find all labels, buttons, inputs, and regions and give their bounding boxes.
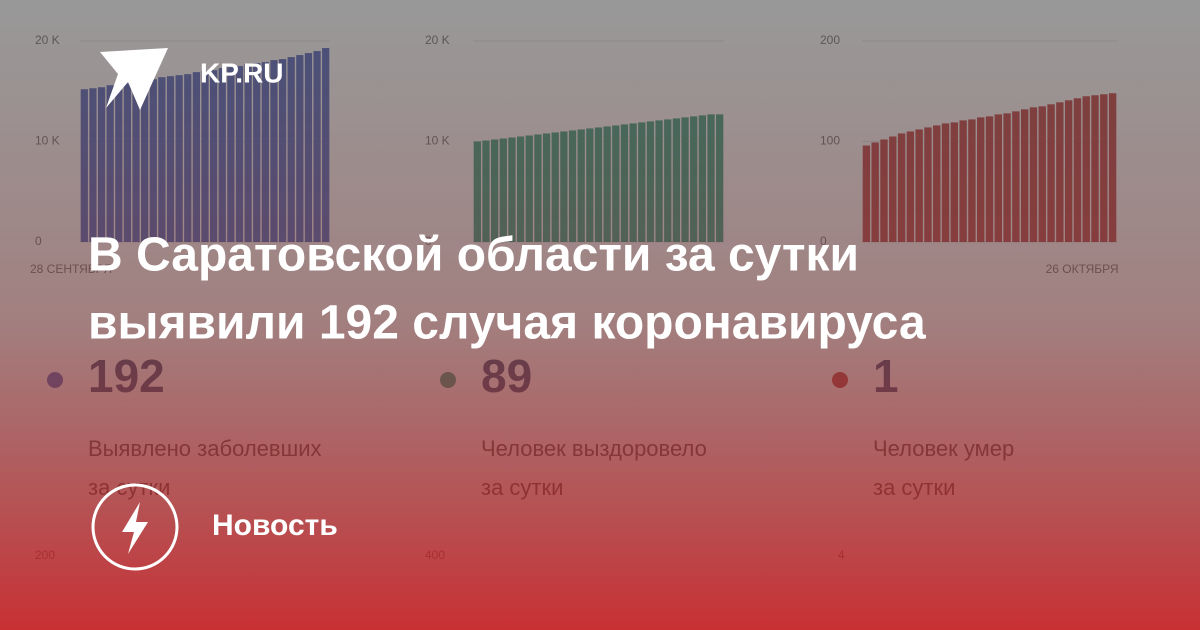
headline: В Саратовской области за сутки (88, 229, 859, 282)
logo-bird (100, 48, 168, 110)
headline: выявили 192 случая коронавируса (88, 297, 926, 350)
badge-circle (91, 483, 179, 571)
badge-label: Новость (212, 509, 338, 542)
badge-icon (122, 502, 148, 554)
logo-text: KP.RU (200, 57, 284, 88)
